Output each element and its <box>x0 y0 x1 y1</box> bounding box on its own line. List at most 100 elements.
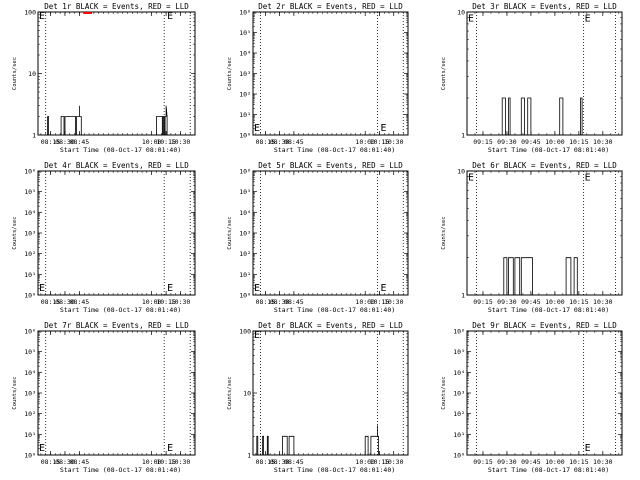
x-tick-label: 10:30 <box>593 458 613 466</box>
y-tick-label: 10² <box>24 250 36 258</box>
x-axis-label: Start Time (08-Oct-17 08:01:40) <box>60 466 181 474</box>
events-series-line <box>47 105 168 136</box>
y-tick-label: 1 <box>247 452 251 460</box>
y-tick-label: 10 <box>457 9 465 17</box>
x-tick-label: 10:15 <box>156 458 176 466</box>
y-axis-label: Counts/sec <box>12 376 18 409</box>
x-tick-label: 09:30 <box>497 298 517 306</box>
x-tick-label: 08:45 <box>284 138 304 146</box>
panel-9: Det 9r BLACK = Events, RED = LLD Counts/s… <box>441 321 623 474</box>
y-axis-label: Counts/sec <box>12 57 18 90</box>
x-tick-label: 08:30 <box>270 298 290 306</box>
x-axis-label: Start Time (08-Oct-17 08:01:40) <box>60 146 181 154</box>
y-tick-label: 10² <box>453 410 465 418</box>
x-tick-label: 09:45 <box>521 138 541 146</box>
x-tick-label: 10:00 <box>142 458 162 466</box>
e-marker: E <box>254 123 260 134</box>
y-tick-label: 10¹ <box>239 271 251 279</box>
y-axis-label: Counts/sec <box>441 376 447 409</box>
plot-frame <box>466 330 623 456</box>
x-tick-label: 10:30 <box>593 298 613 306</box>
e-marker: E <box>39 11 45 22</box>
x-tick-label: 10:00 <box>545 298 565 306</box>
plot-frame <box>37 330 196 456</box>
x-tick-label: 10:30 <box>171 298 191 306</box>
y-tick-label: 10 <box>28 70 36 78</box>
x-axis-label: Start Time (08-Oct-17 08:01:40) <box>488 306 609 314</box>
x-tick-label: 10:00 <box>142 298 162 306</box>
y-tick-label: 10³ <box>24 390 36 398</box>
x-tick-label: 10:00 <box>545 458 565 466</box>
x-tick-label: 10:15 <box>569 138 589 146</box>
x-tick-label: 08:15 <box>41 138 61 146</box>
x-tick-label: 09:45 <box>521 458 541 466</box>
x-axis-label: Start Time (08-Oct-17 08:01:40) <box>274 146 395 154</box>
y-axis-label: Counts/sec <box>227 216 233 249</box>
y-tick-label: 1 <box>32 132 36 140</box>
y-tick-label: 1 <box>461 292 465 300</box>
x-tick-label: 08:45 <box>284 298 304 306</box>
y-tick-label: 1 <box>461 132 465 140</box>
y-axis-label: Counts/sec <box>441 216 447 249</box>
x-tick-label: 10:15 <box>370 458 390 466</box>
panel-title: Det 2r BLACK = Events, RED = LLD <box>258 2 403 11</box>
panel-title: Det 4r BLACK = Events, RED = LLD <box>44 161 189 170</box>
y-tick-label: 10⁶ <box>239 168 251 176</box>
x-axis-label: Start Time (08-Oct-17 08:01:40) <box>274 466 395 474</box>
y-tick-label: 10⁶ <box>453 328 465 336</box>
x-tick-label: 08:30 <box>270 138 290 146</box>
e-marker: E <box>585 14 591 25</box>
plot-frame <box>252 11 409 136</box>
x-tick-label: 10:30 <box>171 458 191 466</box>
e-marker: E <box>167 443 173 454</box>
y-axis-label: Counts/sec <box>227 57 233 90</box>
x-tick-label: 09:15 <box>473 138 493 146</box>
x-tick-label: 10:30 <box>384 458 404 466</box>
x-tick-label: 10:00 <box>355 298 375 306</box>
panel-title: Det 6r BLACK = Events, RED = LLD <box>472 161 617 170</box>
y-tick-label: 10¹ <box>453 431 465 439</box>
y-tick-label: 10³ <box>239 70 251 78</box>
e-marker: E <box>167 11 173 22</box>
x-tick-label: 10:15 <box>569 458 589 466</box>
x-tick-label: 09:30 <box>497 458 517 466</box>
y-tick-label: 10¹ <box>24 271 36 279</box>
y-tick-label: 10⁴ <box>24 369 36 377</box>
y-tick-label: 10⁶ <box>24 168 36 176</box>
panel-2: Det 2r BLACK = Events, RED = LLD Counts/s… <box>227 2 409 154</box>
y-tick-label: 10⁴ <box>24 209 36 217</box>
x-tick-label: 08:15 <box>41 298 61 306</box>
x-tick-label: 10:15 <box>569 298 589 306</box>
e-marker: E <box>380 283 386 294</box>
y-tick-label: 10⁰ <box>239 292 251 300</box>
x-tick-label: 10:30 <box>171 138 191 146</box>
x-tick-label: 08:30 <box>55 298 75 306</box>
e-marker: E <box>254 283 260 294</box>
x-tick-label: 08:45 <box>70 298 90 306</box>
x-tick-label: 10:30 <box>384 298 404 306</box>
x-axis-label: Start Time (08-Oct-17 08:01:40) <box>488 466 609 474</box>
x-tick-label: 09:30 <box>497 138 517 146</box>
x-tick-label: 08:15 <box>256 458 276 466</box>
x-tick-label: 10:15 <box>156 138 176 146</box>
panel-6: Det 6r BLACK = Events, RED = LLD Counts/s… <box>441 161 623 314</box>
panel-title: Det 5r BLACK = Events, RED = LLD <box>258 161 403 170</box>
y-tick-label: 10⁴ <box>453 369 465 377</box>
x-tick-label: 10:00 <box>545 138 565 146</box>
y-tick-label: 10³ <box>453 390 465 398</box>
x-tick-label: 10:00 <box>355 458 375 466</box>
e-marker: E <box>468 173 474 184</box>
panel-1: Det 1r BLACK = Events, RED = LLD Counts/s… <box>12 2 196 154</box>
y-tick-label: 10³ <box>239 230 251 238</box>
y-tick-label: 10⁰ <box>239 132 251 140</box>
e-marker: E <box>468 14 474 25</box>
panel-title: Det 8r BLACK = Events, RED = LLD <box>258 321 403 330</box>
x-tick-label: 08:45 <box>284 458 304 466</box>
panel-title: Det 7r BLACK = Events, RED = LLD <box>44 321 189 330</box>
y-tick-label: 10¹ <box>24 431 36 439</box>
y-tick-label: 10⁵ <box>239 188 251 196</box>
y-tick-label: 10² <box>24 410 36 418</box>
panel-7: Det 7r BLACK = Events, RED = LLD Counts/s… <box>12 321 196 474</box>
y-tick-label: 10⁴ <box>239 209 251 217</box>
e-marker: E <box>585 173 591 184</box>
